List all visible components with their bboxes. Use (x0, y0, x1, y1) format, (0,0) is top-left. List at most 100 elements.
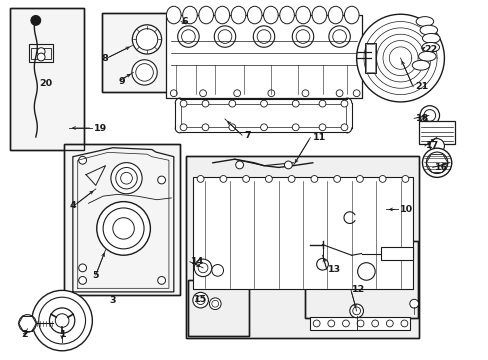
Bar (193, 177, 412, 289)
Bar (366, 44, 374, 72)
Text: 6: 6 (181, 17, 187, 26)
Bar (102, 13, 175, 92)
Ellipse shape (228, 100, 235, 107)
Ellipse shape (401, 176, 408, 182)
Text: 1: 1 (60, 330, 66, 339)
Ellipse shape (349, 304, 363, 318)
Bar (10, 8, 83, 149)
Bar (185, 156, 418, 338)
Bar (10, 8, 83, 149)
Ellipse shape (328, 26, 349, 47)
Ellipse shape (158, 276, 165, 284)
Bar (380, 247, 412, 260)
Bar (305, 241, 417, 318)
Bar (365, 43, 375, 73)
Ellipse shape (319, 124, 325, 131)
Ellipse shape (215, 6, 229, 24)
Ellipse shape (400, 320, 407, 327)
Ellipse shape (295, 6, 310, 24)
Ellipse shape (132, 60, 157, 85)
Ellipse shape (97, 202, 150, 255)
Ellipse shape (214, 26, 235, 47)
Ellipse shape (356, 176, 363, 182)
Bar (29, 44, 53, 62)
Text: 15: 15 (193, 294, 206, 303)
Ellipse shape (183, 6, 197, 24)
Ellipse shape (199, 6, 213, 24)
Ellipse shape (352, 90, 359, 96)
Ellipse shape (233, 90, 240, 96)
Ellipse shape (292, 26, 313, 47)
Ellipse shape (333, 176, 340, 182)
Ellipse shape (79, 156, 86, 164)
Ellipse shape (177, 26, 199, 47)
Ellipse shape (311, 6, 326, 24)
Ellipse shape (211, 265, 223, 276)
Bar (310, 317, 409, 330)
Text: 8: 8 (101, 54, 108, 63)
Ellipse shape (31, 15, 41, 25)
Ellipse shape (166, 6, 181, 24)
Ellipse shape (409, 299, 418, 308)
Text: 14: 14 (190, 257, 203, 266)
Ellipse shape (422, 148, 451, 177)
Ellipse shape (253, 26, 274, 47)
Ellipse shape (209, 298, 221, 310)
Ellipse shape (415, 17, 433, 26)
Ellipse shape (170, 90, 177, 96)
Ellipse shape (340, 100, 347, 107)
Ellipse shape (418, 51, 435, 61)
Ellipse shape (422, 33, 439, 43)
Text: 10: 10 (399, 205, 412, 214)
Ellipse shape (32, 291, 92, 351)
Ellipse shape (202, 100, 208, 107)
Ellipse shape (202, 124, 208, 131)
Ellipse shape (265, 176, 272, 182)
Ellipse shape (49, 308, 75, 333)
Bar (166, 15, 361, 98)
Ellipse shape (371, 320, 378, 327)
Text: 12: 12 (351, 285, 364, 294)
Ellipse shape (37, 48, 45, 55)
Bar (102, 13, 175, 92)
Text: 11: 11 (312, 133, 325, 142)
Ellipse shape (199, 90, 206, 96)
Bar (64, 144, 180, 295)
Ellipse shape (194, 259, 211, 276)
Text: 13: 13 (328, 265, 341, 274)
Ellipse shape (342, 320, 348, 327)
Ellipse shape (158, 176, 165, 184)
Text: 19: 19 (94, 123, 107, 132)
Bar (185, 156, 418, 338)
Text: 22: 22 (423, 45, 436, 54)
Text: 17: 17 (426, 141, 439, 150)
Ellipse shape (340, 124, 347, 131)
Ellipse shape (386, 320, 392, 327)
Bar (305, 241, 417, 318)
Ellipse shape (267, 90, 274, 96)
Ellipse shape (197, 176, 203, 182)
Text: 18: 18 (415, 114, 428, 123)
Ellipse shape (421, 42, 439, 52)
Ellipse shape (37, 53, 45, 61)
Bar (64, 144, 180, 295)
Ellipse shape (429, 139, 444, 153)
Ellipse shape (411, 60, 429, 70)
Ellipse shape (263, 6, 278, 24)
Ellipse shape (335, 90, 342, 96)
Text: 7: 7 (244, 131, 251, 140)
Ellipse shape (292, 100, 299, 107)
Ellipse shape (310, 176, 317, 182)
Bar (31, 48, 51, 59)
Ellipse shape (19, 315, 36, 332)
Bar (188, 280, 249, 336)
Ellipse shape (327, 6, 342, 24)
Text: 9: 9 (119, 77, 125, 86)
Text: 5: 5 (92, 270, 99, 279)
Ellipse shape (180, 124, 186, 131)
Ellipse shape (319, 100, 325, 107)
Text: 21: 21 (414, 82, 427, 91)
Ellipse shape (344, 6, 358, 24)
Text: 2: 2 (21, 330, 27, 339)
Ellipse shape (220, 176, 226, 182)
